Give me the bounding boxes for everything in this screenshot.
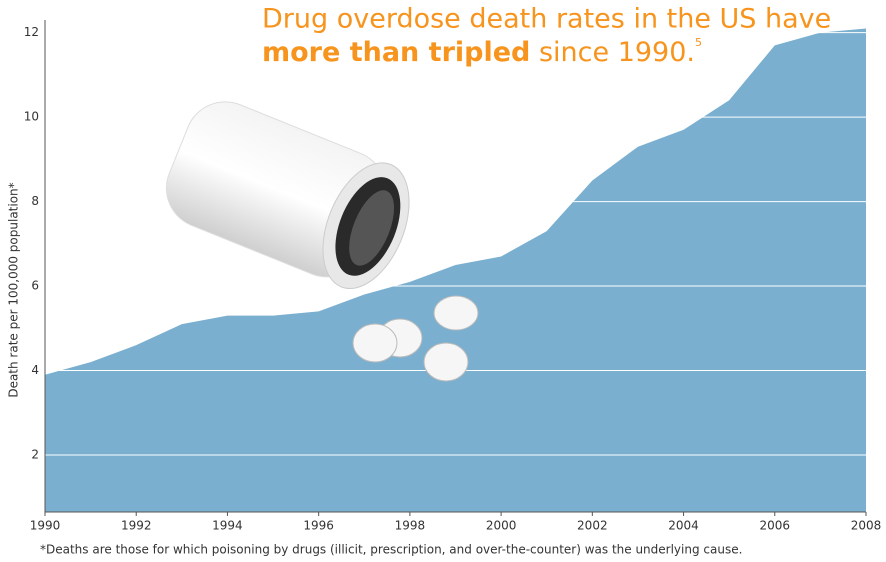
footnote: *Deaths are those for which poisoning by… <box>40 543 742 557</box>
pill-illustration <box>165 101 479 382</box>
x-tick-label: 1992 <box>121 519 152 533</box>
x-tick-label: 2004 <box>668 519 699 533</box>
pills <box>352 295 479 382</box>
pill-bottle <box>165 101 410 290</box>
y-tick-label: 2 <box>31 447 39 461</box>
y-tick-label: 6 <box>31 279 39 293</box>
y-tick-label: 8 <box>31 194 39 208</box>
x-tick-label: 1998 <box>395 519 426 533</box>
y-tick-label: 10 <box>24 110 39 124</box>
y-axis-label: Death rate per 100,000 population* <box>7 182 21 397</box>
y-tick-label: 12 <box>24 25 39 39</box>
title-superscript: 5 <box>695 36 702 49</box>
plot-area: 2 4 6 8 10 12 1990 1992 1994 1996 1998 2000 2002 2004… <box>24 20 882 533</box>
x-tick-label: 2006 <box>760 519 791 533</box>
area <box>45 28 866 513</box>
title-rest: since 1990. <box>530 37 695 68</box>
x-tick-label: 2008 <box>851 519 882 533</box>
x-tick-label: 1994 <box>212 519 243 533</box>
x-tick-label: 2002 <box>577 519 608 533</box>
title-emphasis: more than tripled <box>262 37 530 68</box>
chart-title: Drug overdose death rates in the US have <box>262 4 831 35</box>
chart-title: more than tripled since 1990.5 <box>262 36 702 68</box>
x-tick-label: 1996 <box>303 519 334 533</box>
y-tick-label: 4 <box>31 363 39 377</box>
x-tick-label: 2000 <box>486 519 517 533</box>
x-tick-label: 1990 <box>30 519 61 533</box>
